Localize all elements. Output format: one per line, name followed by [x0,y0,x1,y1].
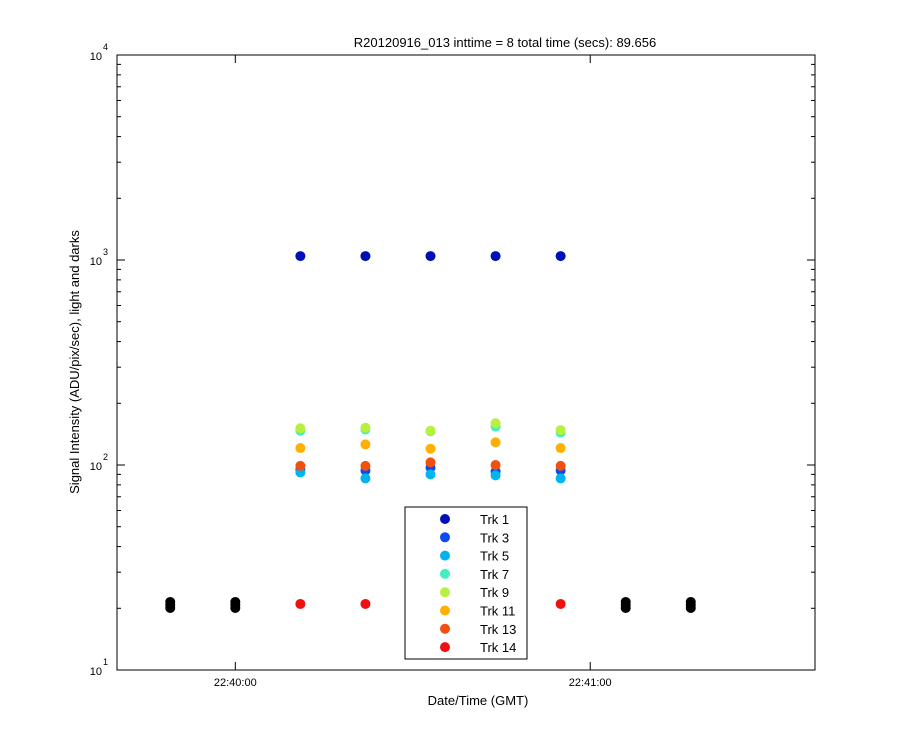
legend-label: Trk 13 [480,622,516,637]
point-trk-11 [555,443,566,454]
point-trk-13 [490,460,501,470]
point-trk-14 [555,598,566,609]
point-trk-5 [360,473,371,484]
point-trk-5 [490,470,501,481]
point-trk-13 [425,457,436,468]
y-tick-label-exponent: 4 [103,42,108,52]
legend-marker [440,623,450,634]
legend-marker [440,514,450,524]
point-trk-5 [425,469,436,480]
point-trk-13 [295,460,306,471]
point-trk-11 [295,443,306,454]
y-tick-label-exponent: 2 [103,452,108,462]
point-trk-9 [490,418,501,429]
y-tick-label-base: 10 [90,666,102,678]
legend-marker [440,550,450,561]
point-trk-13 [555,460,566,471]
dark-point [620,602,631,613]
dark-point [685,602,696,613]
legend-marker [440,568,450,579]
x-tick-label: 22:40:00 [214,677,257,689]
point-trk-9 [555,425,566,436]
legend-label: Trk 14 [480,640,516,655]
legend-marker [440,605,450,616]
point-trk-9 [425,425,436,436]
legend-marker [440,587,450,598]
x-axis-label: Date/Time (GMT) [428,693,529,708]
legend-label: Trk 1 [480,512,509,527]
legend-marker [440,642,450,653]
y-tick-label-base: 10 [90,461,102,473]
legend: Trk 1 Trk 3 Trk 5 Trk 7 Trk 9 Trk 11 Trk 13 Trk… [404,506,528,660]
dark-point [230,602,241,613]
legend-label: Trk 5 [480,549,509,564]
dark-points [165,596,696,613]
y-minor-ticks [117,63,815,609]
point-trk-14 [360,598,371,609]
legend-label: Trk 3 [480,530,509,545]
point-trk-9 [360,422,371,433]
point-trk-9 [295,423,306,434]
legend-box [404,506,528,660]
legend-label: Trk 7 [480,567,509,582]
point-trk-13 [360,460,371,471]
point-trk-11 [425,443,436,454]
point-trk-1 [295,251,306,262]
legend-label: Trk 9 [480,585,509,600]
y-tick-label-exponent: 1 [103,657,108,667]
point-trk-1 [490,251,501,262]
y-tick-label-base: 10 [90,256,102,268]
point-trk-1 [555,251,566,262]
point-trk-5 [555,473,566,484]
legend-label: Trk 11 [480,604,515,619]
y-tick-label-base: 10 [90,51,102,63]
legend-marker [440,532,450,543]
dark-point [165,602,176,613]
y-tick-label-exponent: 3 [103,247,108,257]
chart-title: R20120916_013 inttime = 8 total time (se… [354,35,656,50]
y-axis-label: Signal Intensity (ADU/pix/sec), light an… [67,230,82,494]
point-trk-14 [295,598,306,609]
point-trk-11 [360,439,371,450]
point-trk-1 [425,251,436,262]
x-tick-label: 22:41:00 [569,677,612,689]
series-points [295,251,566,609]
point-trk-1 [360,251,371,262]
point-trk-11 [490,437,501,448]
x-ticks: 22:40:00 22:41:00 [214,55,612,689]
